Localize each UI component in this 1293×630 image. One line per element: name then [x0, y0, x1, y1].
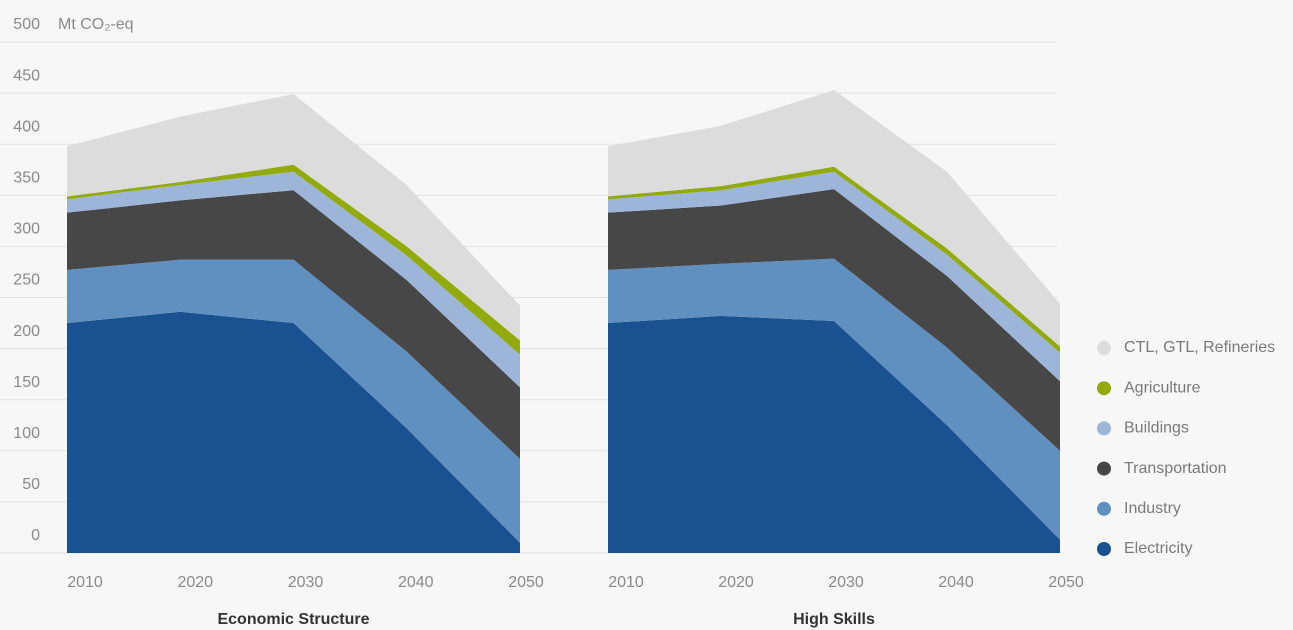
x-tick-label: 2010: [608, 574, 644, 591]
y-tick-label: 350: [13, 170, 40, 187]
area: [608, 90, 1060, 347]
y-tick-label: 0: [31, 527, 40, 544]
y-tick-label: 500: [13, 16, 40, 33]
area: [608, 258, 1060, 540]
legend-marker: [1097, 461, 1111, 476]
area: [67, 259, 520, 543]
chart-title: Economic Structure: [217, 611, 369, 628]
legend-label: Buildings: [1124, 420, 1189, 437]
legend-label: Transportation: [1124, 460, 1227, 477]
y-tick-label: 100: [13, 425, 40, 442]
areas: [67, 90, 1060, 553]
y-tick-label: 150: [13, 374, 40, 391]
x-tick-label: 2050: [508, 574, 544, 591]
x-tick-label: 2040: [398, 574, 434, 591]
y-tick-label: 200: [13, 323, 40, 340]
legend-marker: [1097, 501, 1111, 516]
chart-title: High Skills: [793, 611, 875, 628]
area: [608, 189, 1060, 451]
y-tick-label: 50: [22, 476, 40, 493]
x-tick-label: 2040: [938, 574, 974, 591]
area: [67, 190, 520, 459]
y-tick-label: 400: [13, 118, 40, 135]
labels: 0 50 100 150 200 250 300 350 400 450 500 2010 2020 20…: [13, 16, 1275, 628]
legend-marker: [1097, 421, 1111, 436]
legend-label: Electricity: [1124, 540, 1192, 557]
area: [67, 171, 520, 388]
area: [67, 311, 520, 553]
y-axis-label: Mt CO₂-eq: [58, 16, 134, 33]
y-tick-label: 450: [13, 67, 40, 84]
x-tick-label: 2030: [828, 574, 864, 591]
x-tick-label: 2020: [718, 574, 754, 591]
x-tick-label: 2020: [177, 574, 213, 591]
area: [67, 94, 520, 341]
x-tick-label: 2010: [67, 574, 103, 591]
legend-label: Agriculture: [1124, 379, 1201, 396]
x-tick-label: 2030: [288, 574, 324, 591]
legend-label: Industry: [1124, 500, 1181, 517]
legend-label: CTL, GTL, Refineries: [1124, 339, 1275, 356]
area: [608, 315, 1060, 553]
y-tick-label: 300: [13, 221, 40, 238]
y-tick-label: 250: [13, 272, 40, 289]
legend-marker: [1097, 381, 1111, 396]
x-tick-label: 2050: [1048, 574, 1084, 591]
legend-marker: [1097, 341, 1111, 355]
area: [608, 171, 1060, 382]
legend-marker: [1097, 542, 1111, 556]
